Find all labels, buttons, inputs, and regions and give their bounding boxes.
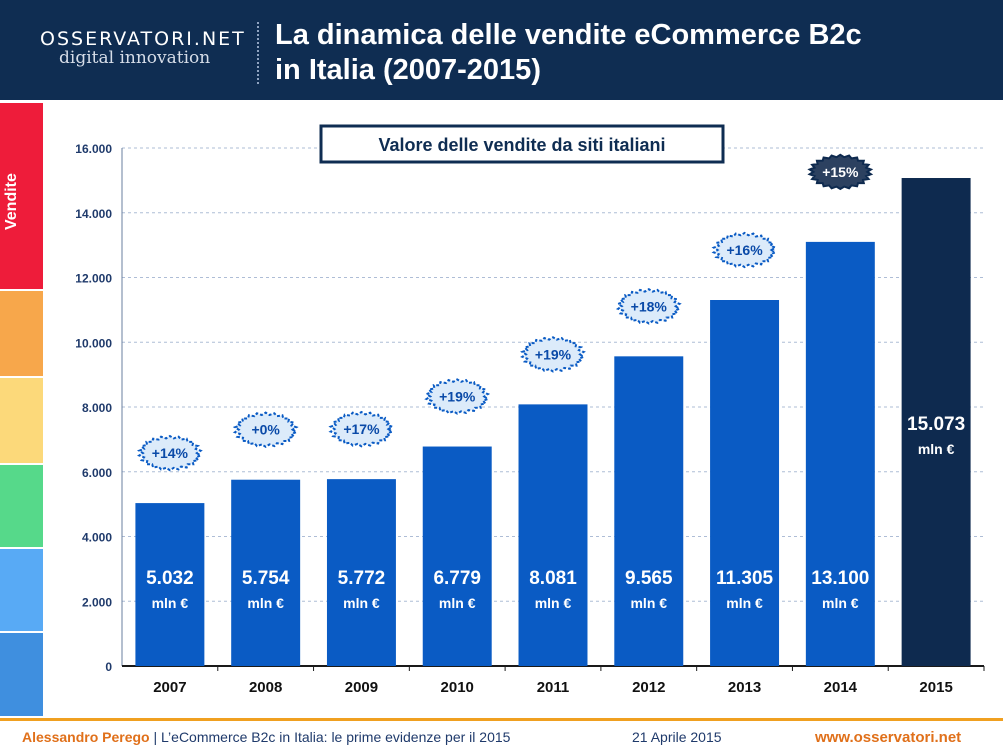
logo-tagline: digital innovation [59, 48, 211, 68]
bar-value-label: 5.032 [146, 568, 194, 589]
bar-value-label: 15.073 [907, 414, 965, 435]
growth-badge [520, 336, 586, 373]
sidebar-label: Vendite [3, 173, 20, 230]
bar-unit-label: mln € [247, 595, 284, 611]
bar-unit-label: mln € [343, 595, 380, 611]
growth-badge [328, 410, 395, 448]
bar-unit-label: mln € [439, 595, 476, 611]
x-tick-label: 2014 [824, 679, 858, 696]
bar-value-label: 8.081 [529, 568, 577, 589]
growth-label: +15% [822, 164, 859, 180]
title-line-2: in Italia (2007-2015) [275, 54, 541, 86]
y-tick-label: 6.000 [82, 466, 112, 480]
bar-unit-label: mln € [535, 595, 572, 611]
bar-unit-label: mln € [918, 441, 955, 457]
bar-value-label: 5.772 [338, 568, 386, 589]
growth-label: +0% [251, 422, 280, 438]
x-tick-label: 2011 [537, 679, 570, 696]
bar-value-label: 6.779 [433, 568, 481, 589]
growth-badge [711, 231, 778, 269]
footer-author: Alessandro Perego [22, 729, 150, 745]
x-tick-label: 2012 [632, 679, 665, 696]
growth-label: +17% [343, 421, 380, 437]
sidebar-band [0, 549, 43, 631]
footer-credit: Alessandro Perego | L’eCommerce B2c in I… [22, 729, 510, 745]
x-tick-label: 2008 [249, 679, 282, 696]
bar-unit-label: mln € [726, 595, 763, 611]
footer-date: 21 Aprile 2015 [632, 729, 722, 745]
bar [518, 404, 588, 666]
chart-title-box [319, 124, 725, 164]
y-tick-label: 4.000 [82, 531, 112, 545]
bar [901, 178, 971, 666]
growth-badge [232, 411, 299, 448]
bar-value-label: 11.305 [716, 568, 773, 589]
footer-subtitle: L’eCommerce B2c in Italia: le prime evid… [161, 729, 511, 745]
y-tick-label: 12.000 [75, 272, 112, 286]
footer-url[interactable]: www.osservatori.net [815, 729, 962, 746]
bar [326, 479, 396, 666]
x-tick-label: 2009 [345, 679, 378, 696]
x-tick-label: 2010 [441, 679, 474, 696]
y-tick-label: 10.000 [75, 336, 112, 350]
y-tick-label: 16.000 [75, 142, 112, 156]
bar [614, 356, 684, 666]
bar-value-label: 9.565 [625, 568, 673, 589]
y-tick-label: 14.000 [75, 207, 112, 221]
header-bar: OSSERVATORI.NET digital innovation La di… [0, 0, 1003, 100]
logo-text: OSSERVATORI.NET [40, 28, 246, 50]
bar [135, 503, 205, 666]
x-tick-label: 2007 [153, 679, 186, 696]
growth-label: +18% [631, 298, 668, 314]
x-tick-label: 2013 [728, 679, 761, 696]
x-tick-label: 2015 [919, 679, 952, 696]
sidebar-band [0, 465, 43, 547]
bar-unit-label: mln € [152, 595, 189, 611]
bar [422, 446, 492, 666]
growth-badge [424, 378, 491, 415]
title-line-1: La dinamica delle vendite eCommerce B2c [275, 19, 862, 51]
header-divider [257, 22, 259, 84]
bar-chart: 0 2.000 4.000 6.000 8.000 10.000 12.000 14.000 1… [75, 124, 985, 696]
growth-badge [807, 153, 874, 191]
growth-label: +19% [535, 346, 572, 362]
y-tick-label: 2.000 [82, 595, 112, 609]
y-tick-label: 8.000 [82, 401, 112, 415]
bar-value-label: 13.100 [811, 568, 869, 589]
footer-bar: Alessandro Perego | L’eCommerce B2c in I… [0, 718, 1003, 756]
bar [231, 479, 301, 666]
bar [710, 300, 780, 666]
bar-value-label: 5.754 [242, 568, 290, 589]
growth-label: +19% [439, 389, 476, 405]
growth-badge [136, 434, 203, 472]
chart-title: Valore delle vendite da siti italiani [378, 135, 665, 155]
sidebar-band [0, 633, 43, 716]
y-tick-label: 0 [105, 660, 112, 674]
sidebar-band [0, 378, 43, 463]
sidebar-band [0, 103, 43, 289]
page-title: La dinamica delle vendite eCommerce B2c … [275, 18, 975, 88]
bar [805, 241, 875, 666]
growth-label: +14% [152, 445, 189, 461]
growth-badge [615, 288, 682, 325]
bar-unit-label: mln € [630, 595, 667, 611]
sidebar-band [0, 291, 43, 376]
bar-unit-label: mln € [822, 595, 859, 611]
footer-separator: | [153, 729, 158, 745]
growth-label: +16% [726, 242, 763, 258]
